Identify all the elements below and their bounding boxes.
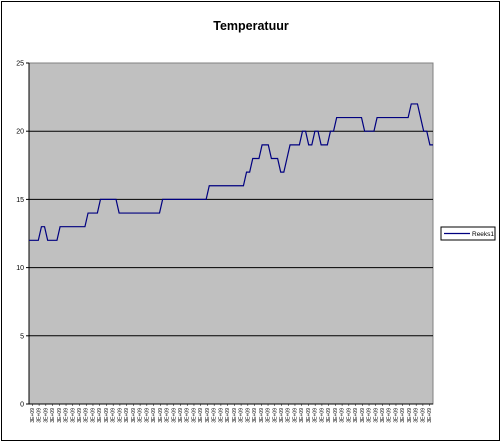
x-tick-label: 3E+09 [30,408,36,423]
x-tick-label: 3E+09 [232,408,238,423]
x-tick-label: 3E+09 [144,408,150,423]
x-tick-label: 3E+09 [245,408,251,423]
x-tick-label: 3E+09 [171,408,177,423]
x-tick-label: 3E+09 [427,408,433,423]
x-tick-label: 3E+09 [104,408,110,423]
x-tick-label: 3E+09 [97,408,103,423]
x-tick-label: 3E+09 [292,408,298,423]
x-tick-label: 3E+09 [272,408,278,423]
x-tick-label: 3E+09 [380,408,386,423]
x-tick-label: 3E+09 [420,408,426,423]
x-tick-label: 3E+09 [387,408,393,423]
x-tick-label: 3E+09 [340,408,346,423]
x-tick-label: 3E+09 [407,408,413,423]
x-tick-label: 3E+09 [400,408,406,423]
chart-title: Temperatuur [213,19,289,33]
x-tick-label: 3E+09 [117,408,123,423]
x-tick-label: 3E+09 [319,408,325,423]
x-tick-label: 3E+09 [218,408,224,423]
x-tick-label: 3E+09 [158,408,164,423]
x-tick-label: 3E+09 [151,408,157,423]
x-tick-label: 3E+09 [178,408,184,423]
x-tick-label: 3E+09 [252,408,258,423]
x-tick-label: 3E+09 [346,408,352,423]
y-tick-label: 25 [16,61,24,68]
x-tick-label: 3E+09 [225,408,231,423]
x-tick-label: 3E+09 [43,408,49,423]
plot-area [28,62,434,405]
x-tick-label: 3E+09 [393,408,399,423]
x-tick-label: 3E+09 [360,408,366,423]
x-tick-label: 3E+09 [50,408,56,423]
x-tick-label: 3E+09 [279,408,285,423]
x-tick-label: 3E+09 [111,408,117,423]
y-tick-label: 5 [20,333,24,340]
x-tick-label: 3E+09 [353,408,359,423]
x-tick-label: 3E+09 [299,408,305,423]
x-tick-label: 3E+09 [313,408,319,423]
x-tick-label: 3E+09 [414,408,420,423]
x-tick-label: 3E+09 [326,408,332,423]
x-tick-label: 3E+09 [239,408,245,423]
legend-label-reeks1: Reeks1 [472,231,494,238]
x-tick-label: 3E+09 [124,408,130,423]
x-tick-label: 3E+09 [266,408,272,423]
series-line-reeks1 [29,103,433,241]
x-tick-label: 3E+09 [84,408,90,423]
y-tick-label: 0 [20,402,24,409]
y-tick-label: 10 [16,265,24,272]
y-tick-label: 15 [16,197,24,204]
x-tick-label: 3E+09 [333,408,339,423]
x-tick-label: 3E+09 [90,408,96,423]
x-tick-label: 3E+09 [131,408,137,423]
x-tick-label: 3E+09 [37,408,43,423]
x-tick-label: 3E+09 [306,408,312,423]
x-tick-label: 3E+09 [165,408,171,423]
x-tick-label: 3E+09 [373,408,379,423]
x-tick-label: 3E+09 [191,408,197,423]
x-tick-label: 3E+09 [286,408,292,423]
x-tick-label: 3E+09 [138,408,144,423]
x-tick-label: 3E+09 [185,408,191,423]
x-tick-label: 3E+09 [64,408,70,423]
x-tick-label: 3E+09 [212,408,218,423]
x-tick-label: 3E+09 [77,408,83,423]
x-tick-label: 3E+09 [259,408,265,423]
x-tick-label: 3E+09 [205,408,211,423]
y-tick-label: 20 [16,129,24,136]
x-tick-label: 3E+09 [367,408,373,423]
x-tick-label: 3E+09 [198,408,204,423]
legend: Reeks1 [440,226,496,241]
x-tick-label: 3E+09 [57,408,63,423]
x-tick-label: 3E+09 [70,408,76,423]
